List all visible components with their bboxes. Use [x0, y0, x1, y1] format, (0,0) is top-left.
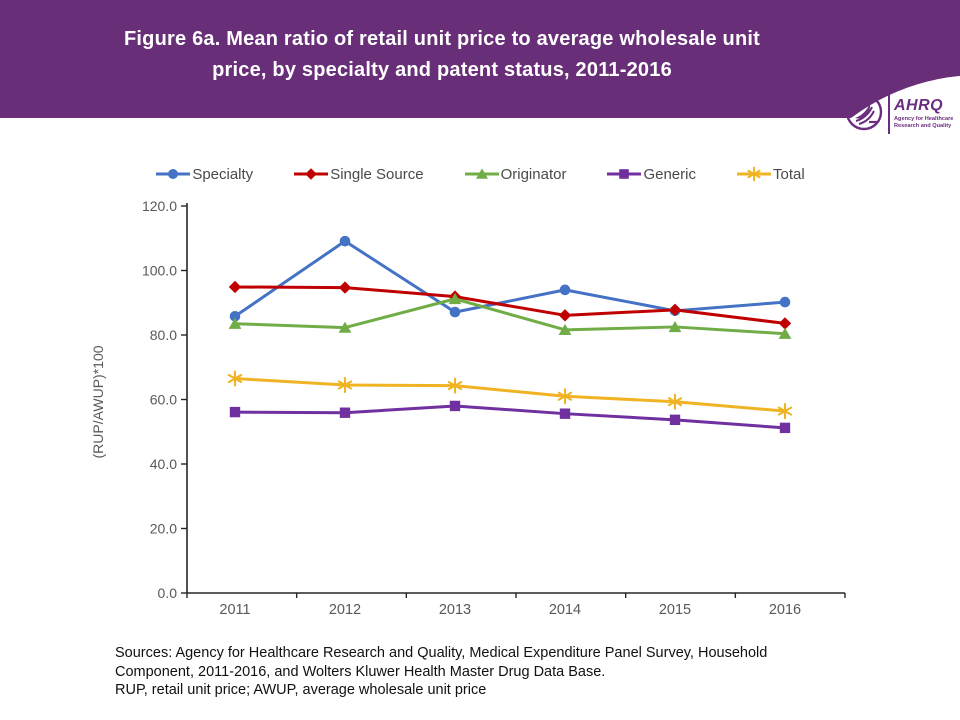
data-point-triangle — [558, 323, 572, 336]
figure-title-line1: Figure 6a. Mean ratio of retail unit pri… — [124, 28, 760, 50]
series-originator — [228, 292, 792, 339]
x-tick-label: 2016 — [769, 602, 801, 618]
legend-item-generic: Generic — [606, 166, 696, 183]
data-point-diamond — [228, 280, 242, 294]
legend-label: Generic — [643, 165, 696, 183]
data-point-triangle — [228, 317, 242, 329]
y-tick-label: 20.0 — [150, 521, 177, 537]
y-tick-label: 80.0 — [150, 327, 177, 343]
data-point-diamond — [338, 281, 352, 294]
y-axis-title: (RUP/AWUP)*100 — [90, 345, 106, 458]
series-line — [234, 404, 786, 430]
triangle-legend-marker-icon — [464, 168, 499, 179]
legend-label: Specialty — [192, 165, 254, 183]
header-banner: Figure 6a. Mean ratio of retail unit pri… — [0, 0, 960, 118]
y-tick-label: 100.0 — [142, 263, 177, 279]
data-point-asterisk — [777, 403, 793, 420]
x-tick-label: 2013 — [439, 602, 471, 618]
data-point-asterisk — [447, 377, 463, 394]
source-note-line3: RUP, retail unit price; AWUP, average wh… — [115, 682, 487, 698]
data-point-triangle — [338, 321, 352, 333]
chart-svg: 0.0 20.0 40.0 60.0 80.0 100.0 120.0 2011 2012 201… — [90, 198, 846, 618]
data-point-circle — [559, 284, 571, 296]
asterisk-legend-marker-icon — [736, 166, 771, 182]
series-line — [234, 377, 786, 413]
data-point-triangle — [668, 320, 682, 333]
source-note: Sources: Agency for Healthcare Research … — [115, 644, 855, 700]
series-single-source — [228, 280, 792, 330]
series-generic — [229, 400, 791, 434]
data-point-diamond — [778, 317, 792, 330]
legend-item-specialty: Specialty — [155, 166, 253, 183]
legend-item-total: Total — [736, 166, 805, 183]
data-point-square — [339, 407, 351, 418]
data-point-circle — [339, 235, 351, 247]
data-point-square — [559, 408, 571, 419]
legend-item-originator: Originator — [464, 165, 567, 183]
y-tick-label: 0.0 — [158, 585, 178, 601]
data-point-asterisk — [667, 393, 683, 410]
y-tick-label: 40.0 — [150, 456, 177, 472]
line-chart: 0.0 20.0 40.0 60.0 80.0 100.0 120.0 2011 2012 201… — [80, 160, 880, 630]
source-note-line2: Component, 2011-2016, and Wolters Kluwer… — [115, 663, 606, 680]
data-point-circle — [449, 306, 461, 318]
figure-title: Figure 6a. Mean ratio of retail unit pri… — [0, 24, 884, 86]
source-note-line1: Sources: Agency for Healthcare Research … — [115, 645, 768, 661]
legend-label: Originator — [500, 165, 567, 183]
x-tick-label: 2014 — [549, 602, 581, 618]
data-point-square — [779, 422, 791, 434]
figure-title-line2: price, by specialty and patent status, 2… — [212, 59, 672, 81]
data-point-square — [229, 406, 241, 418]
series-line — [234, 297, 786, 336]
chart-legend: Specialty Single Source Originator Generic T… — [0, 162, 960, 186]
series-line — [234, 239, 786, 318]
series-total — [227, 370, 793, 420]
square-legend-marker-icon — [607, 169, 642, 179]
data-point-asterisk — [337, 376, 353, 394]
series-line — [234, 285, 786, 325]
data-point-triangle — [778, 327, 792, 339]
data-point-diamond — [668, 303, 682, 317]
x-tick-label: 2011 — [219, 602, 250, 618]
circle-legend-marker-icon — [156, 169, 191, 179]
data-point-square — [669, 414, 681, 426]
data-point-triangle — [448, 292, 462, 305]
legend-item-single-source: Single Source — [293, 165, 424, 183]
diamond-legend-marker-icon — [294, 168, 329, 180]
data-point-asterisk — [227, 370, 243, 387]
data-point-circle — [229, 310, 241, 322]
data-point-circle — [779, 296, 791, 308]
y-tick-label: 120.0 — [142, 198, 177, 214]
y-tick-label: 60.0 — [150, 392, 177, 408]
legend-label: Single Source — [330, 165, 424, 183]
data-point-diamond — [558, 309, 572, 322]
x-tick-label: 2015 — [659, 602, 691, 618]
x-tick-label: 2012 — [329, 602, 361, 618]
data-point-square — [449, 400, 461, 412]
data-point-asterisk — [557, 388, 573, 405]
legend-label: Total — [772, 165, 805, 183]
series-specialty — [229, 235, 791, 322]
